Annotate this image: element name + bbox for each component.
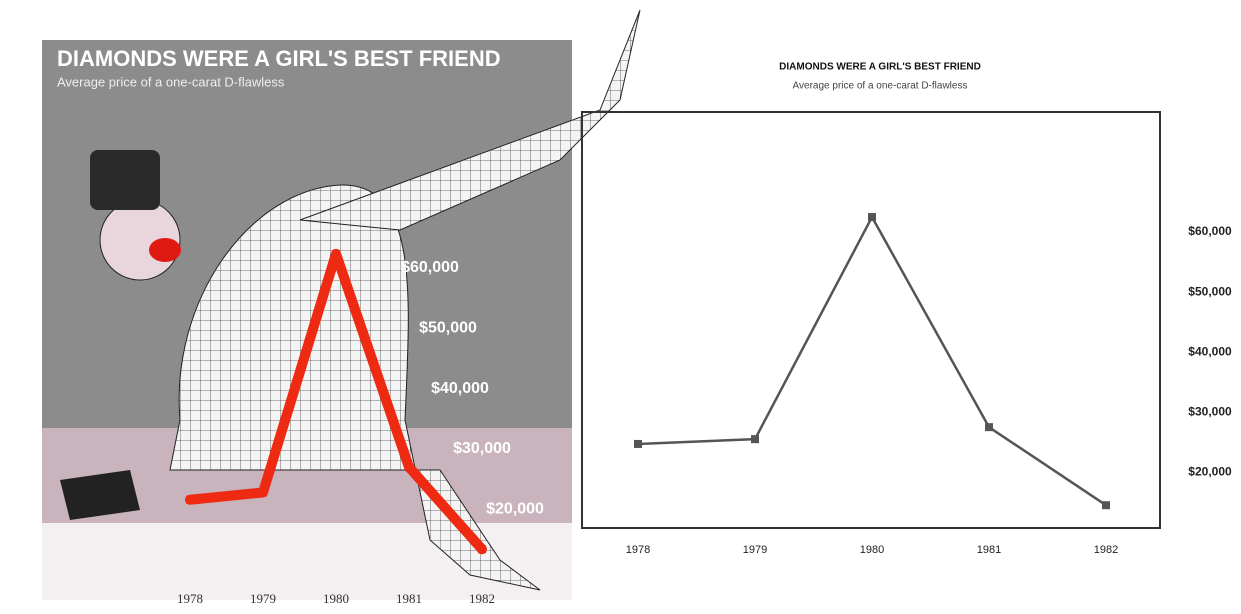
- data-point: [751, 435, 759, 443]
- y-tick-label: $20,000: [1188, 464, 1232, 478]
- y-tick-label: $60,000: [401, 259, 459, 276]
- chart-title: DIAMONDS WERE A GIRL'S BEST FRIEND: [779, 62, 981, 73]
- y-tick-label: $30,000: [453, 440, 511, 457]
- data-point: [259, 488, 267, 496]
- x-tick-label: 1982: [1094, 544, 1118, 556]
- left-illustration: [42, 10, 640, 600]
- data-point: [868, 213, 876, 221]
- x-tick-label: 1981: [977, 544, 1001, 556]
- data-point: [478, 545, 486, 553]
- page: DIAMONDS WERE A GIRL'S BEST FRIEND Averag…: [0, 0, 1241, 614]
- y-tick-label: $60,000: [1188, 224, 1232, 238]
- chart-subtitle: Average price of a one-carat D-flawless: [57, 74, 285, 89]
- y-tick-label: $50,000: [419, 319, 477, 336]
- y-tick-label: $30,000: [1188, 404, 1232, 418]
- x-tick-label: 1980: [860, 544, 884, 556]
- x-tick-label: 1982: [469, 591, 495, 606]
- data-point: [405, 463, 413, 471]
- y-tick-label: $50,000: [1188, 284, 1232, 298]
- data-point: [634, 440, 642, 448]
- chart-title: DIAMONDS WERE A GIRL'S BEST FRIEND: [57, 46, 501, 71]
- data-point: [985, 423, 993, 431]
- y-tick-label: $20,000: [486, 501, 544, 518]
- y-tick-label: $40,000: [1188, 344, 1232, 358]
- data-point: [332, 250, 340, 258]
- x-tick-label: 1981: [396, 591, 422, 606]
- x-tick-label: 1979: [743, 544, 767, 556]
- data-point: [186, 496, 194, 504]
- data-point: [1102, 501, 1110, 509]
- x-tick-label: 1980: [323, 591, 349, 606]
- y-tick-label: $40,000: [431, 380, 489, 397]
- x-tick-label: 1978: [177, 591, 203, 606]
- plot-frame: [582, 112, 1160, 528]
- x-tick-label: 1979: [250, 591, 276, 606]
- x-tick-label: 1978: [626, 544, 650, 556]
- data-line: [638, 217, 1106, 505]
- chart-subtitle: Average price of a one-carat D-flawless: [793, 81, 968, 92]
